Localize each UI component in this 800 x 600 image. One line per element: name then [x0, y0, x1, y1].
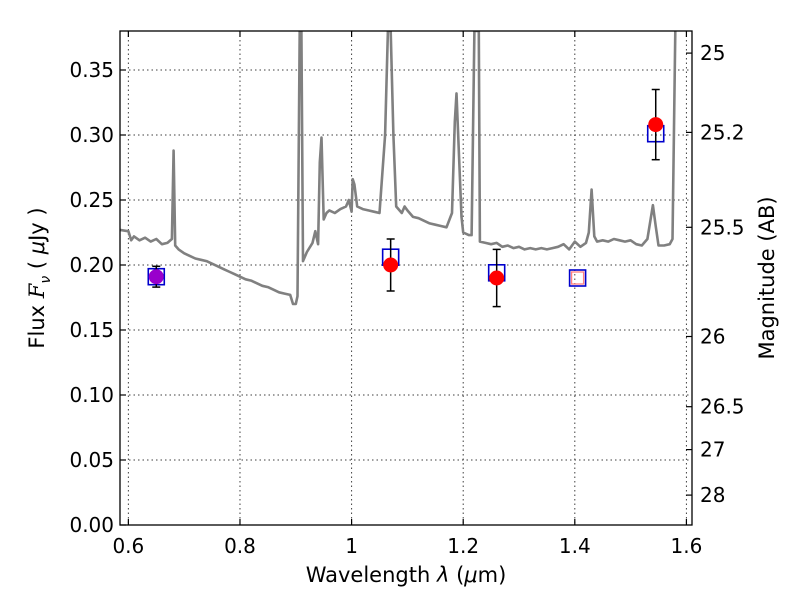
- right-axis-title: Magnitude (AB): [755, 196, 779, 359]
- observed-flux-point: [383, 257, 399, 273]
- observed-flux-point: [148, 269, 164, 285]
- observed-flux-point: [648, 117, 664, 133]
- right-tick-label: 27: [700, 438, 725, 462]
- y-tick-label: 0.10: [69, 383, 114, 407]
- y-tick-label: 0.25: [69, 188, 114, 212]
- plot-frame: [119, 30, 693, 526]
- y-tick-label: 0.35: [69, 58, 114, 82]
- right-tick-label: 26.5: [700, 395, 745, 419]
- y-tick-label: 0.00: [69, 513, 114, 537]
- right-tick-label: 26: [700, 325, 725, 349]
- photometry-markers: [147, 88, 665, 308]
- x-tick-label: 1.2: [447, 534, 479, 558]
- model-spectrum: [120, 31, 677, 306]
- right-tick-label: 28: [700, 483, 725, 507]
- x-tick-label: 1.6: [671, 534, 703, 558]
- x-tick-label: 0.8: [224, 534, 256, 558]
- y-tick-label: 0.15: [69, 318, 114, 342]
- right-tick-label: 25: [700, 41, 725, 65]
- x-tick-label: 1: [345, 534, 358, 558]
- upper-limit-square: [570, 271, 585, 285]
- y-axis-title: Flux Fν ( μJy ): [25, 207, 54, 348]
- axis-ticks: 0.6 0.8 1 1.2 1.4 1.6 0.00 0.05 0.10 0.15 0.20 0.25…: [69, 31, 745, 558]
- right-tick-label: 25.5: [700, 215, 745, 239]
- observed-flux-point: [489, 270, 505, 286]
- x-tick-label: 0.6: [112, 534, 144, 558]
- model-photometry-square: [568, 269, 587, 287]
- y-tick-label: 0.30: [69, 123, 114, 147]
- y-tick-label: 0.05: [69, 448, 114, 472]
- x-axis-title: Wavelength λ (μm): [306, 563, 507, 587]
- x-tick-label: 1.4: [559, 534, 591, 558]
- y-tick-label: 0.20: [69, 253, 114, 277]
- spectrum-line: [120, 31, 677, 306]
- right-tick-label: 25.2: [700, 120, 745, 144]
- grid-lines: [120, 31, 692, 526]
